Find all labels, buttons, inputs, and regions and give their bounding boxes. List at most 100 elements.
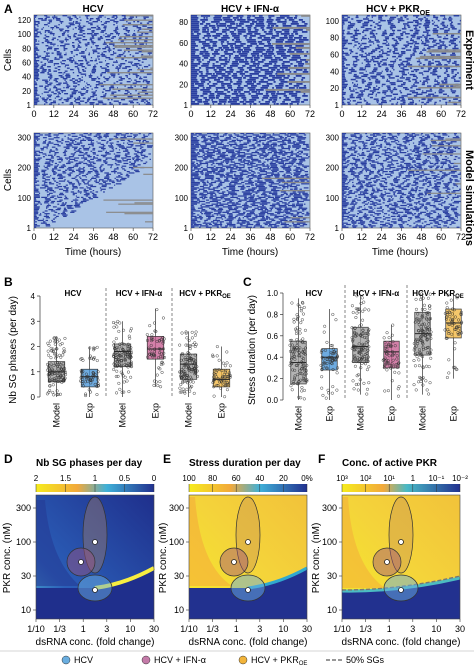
data-point (214, 370, 218, 374)
data-point (293, 377, 297, 382)
data-point (301, 376, 305, 380)
data-point (211, 381, 215, 385)
tick-label: 24 (377, 109, 387, 119)
data-point (62, 367, 66, 371)
x-category: Exp (85, 403, 95, 419)
data-point (319, 350, 323, 354)
data-point (55, 355, 59, 359)
tick-label: 0.4 (267, 353, 279, 362)
data-point (53, 340, 57, 344)
data-point (393, 370, 397, 374)
data-point (183, 379, 187, 383)
data-point (293, 374, 297, 378)
time-label-2: Time (hours) (222, 247, 278, 258)
data-point (420, 292, 424, 296)
data-point (446, 293, 450, 297)
data-point (297, 380, 301, 384)
data-point (116, 319, 120, 323)
tick-label: 10⁻¹ (429, 474, 445, 483)
x-category: Exp (449, 406, 459, 422)
tick-label: 1/10 (333, 624, 351, 634)
tick-label: 300 (16, 503, 31, 513)
group-header: HCV + PKROE (179, 289, 231, 300)
data-point (415, 344, 419, 348)
data-point (112, 367, 116, 372)
data-point (129, 360, 133, 364)
data-point (301, 337, 305, 341)
data-point (51, 349, 55, 353)
data-point (92, 348, 96, 352)
data-point (294, 329, 298, 333)
tick-label: 1/10 (27, 624, 45, 634)
data-point (365, 387, 369, 391)
x-category: Exp (151, 403, 161, 419)
data-point (160, 370, 164, 374)
data-point (46, 365, 50, 369)
tick-label: 80 (22, 44, 31, 53)
data-point (417, 358, 421, 362)
data-point (129, 375, 133, 379)
data-point (55, 347, 59, 351)
data-point (450, 307, 454, 311)
data-point (49, 356, 53, 360)
tick-label: 1/3 (206, 624, 219, 634)
data-point (357, 360, 361, 364)
data-point (89, 378, 93, 382)
data-point (95, 393, 99, 397)
data-point (189, 386, 193, 390)
data-point (391, 323, 395, 327)
data-point (360, 361, 364, 365)
data-point (452, 308, 456, 312)
data-point (59, 374, 63, 378)
data-point (331, 352, 336, 356)
tick-label: 3 (104, 624, 109, 634)
data-point (125, 364, 129, 368)
data-point (123, 375, 127, 379)
data-point (364, 359, 368, 363)
data-point (113, 347, 117, 351)
data-point (394, 363, 398, 367)
data-point (184, 362, 188, 366)
ellipse-pkr (388, 496, 414, 574)
data-point (429, 337, 433, 341)
data-point (360, 332, 364, 336)
data-point (322, 330, 326, 334)
data-point (415, 316, 419, 320)
data-point (192, 391, 196, 395)
data-point (225, 388, 229, 392)
data-point (95, 345, 99, 349)
data-point (422, 303, 427, 307)
data-point (128, 354, 132, 358)
data-point (428, 351, 432, 355)
tick-label: 10⁻² (452, 474, 468, 483)
data-point (212, 394, 216, 398)
data-point (88, 356, 92, 360)
tick-label: 1 (411, 474, 416, 483)
data-point (128, 329, 133, 333)
data-point (91, 374, 95, 378)
data-point (86, 379, 90, 383)
data-point (300, 389, 304, 393)
data-point (421, 383, 425, 387)
tick-label: 10¹ (383, 474, 395, 483)
data-point (216, 377, 220, 381)
data-point (366, 355, 370, 359)
data-point (421, 332, 425, 336)
data-point (195, 369, 199, 373)
data-point (126, 370, 130, 374)
data-point (292, 317, 296, 321)
data-point (445, 311, 449, 315)
data-point (451, 321, 455, 325)
data-point (87, 388, 91, 392)
data-point (412, 359, 416, 363)
data-point (290, 388, 294, 392)
data-point (51, 383, 55, 387)
data-point (363, 348, 367, 352)
data-point (118, 387, 122, 391)
data-point (91, 373, 96, 377)
data-point (183, 391, 187, 395)
tick-label: 24 (69, 109, 79, 119)
tick-label: 300 (322, 503, 337, 513)
data-point (193, 333, 197, 337)
